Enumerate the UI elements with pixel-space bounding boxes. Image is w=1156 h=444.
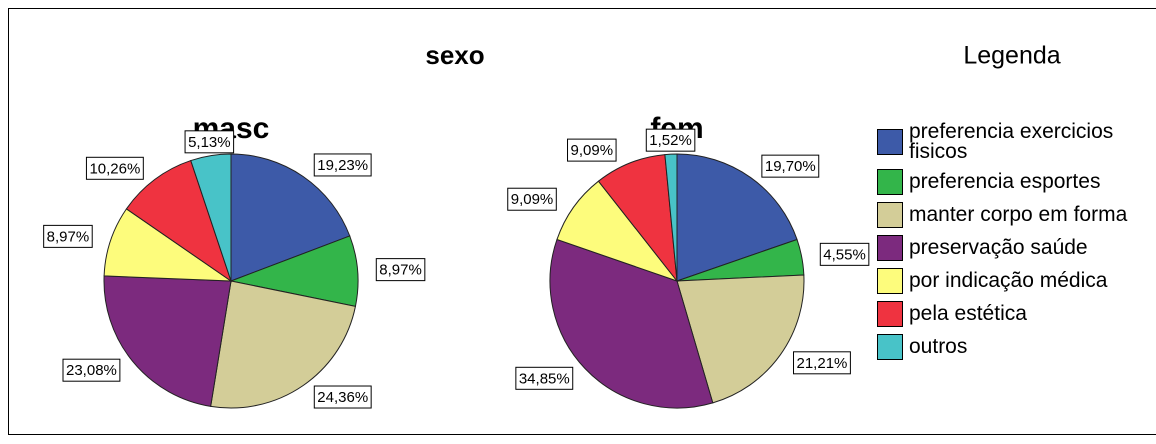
legend-label: preservação saúde <box>909 236 1088 259</box>
value-label-box <box>85 156 144 180</box>
frame <box>8 8 1156 435</box>
legend-item: por indicação médica <box>877 268 1147 294</box>
value-label-box <box>793 351 851 375</box>
chart-title: sexo <box>425 40 484 70</box>
value-label-box <box>761 154 820 178</box>
value-label-box <box>62 358 121 382</box>
value-label: 34,85% <box>519 370 570 387</box>
value-label: 9,09% <box>511 191 554 208</box>
legend-label: preferencia esportes <box>909 170 1101 193</box>
legend-item: pela estética <box>877 301 1147 327</box>
value-label-box <box>507 187 557 211</box>
legend-label: por indicação médica <box>909 269 1108 292</box>
pie-slice <box>103 275 232 407</box>
value-label: 1,52% <box>649 132 692 149</box>
value-label: 19,70% <box>765 158 816 175</box>
value-label-box <box>645 128 696 152</box>
value-label: 19,23% <box>317 157 368 174</box>
legend-swatch <box>877 202 903 228</box>
pie-slice <box>664 153 678 282</box>
legend-swatch <box>877 301 903 327</box>
legend-swatch <box>877 268 903 294</box>
value-label-box <box>567 138 617 162</box>
legend-label: manter corpo em forma <box>909 203 1128 226</box>
value-label-box <box>515 366 574 390</box>
legend-label: outros <box>909 335 968 358</box>
legend-item: outros <box>877 334 1147 360</box>
value-label: 8,97% <box>47 228 90 245</box>
legend-swatch <box>877 334 903 360</box>
legend-label: preferencia exercicios fisicos <box>909 120 1114 163</box>
legend-label: pela estética <box>909 302 1027 325</box>
legend-swatch <box>877 235 903 261</box>
pie-slice <box>230 153 351 282</box>
value-label-box <box>313 385 372 409</box>
pie-slice <box>210 280 357 409</box>
value-label-box <box>43 224 93 248</box>
value-label: 10,26% <box>89 160 140 177</box>
legend-swatch <box>877 169 903 195</box>
legend-item: preservação saúde <box>877 235 1147 261</box>
legend-item: manter corpo em forma <box>877 202 1147 228</box>
legend-swatch <box>877 129 903 155</box>
value-label-box <box>313 153 372 177</box>
value-label: 24,36% <box>317 389 368 406</box>
pie-slice <box>549 238 714 409</box>
legend: preferencia exercicios fisicos preferenci… <box>877 120 1147 360</box>
value-label: 21,21% <box>797 355 848 372</box>
value-label: 5,13% <box>188 134 231 151</box>
value-label: 4,55% <box>823 246 866 263</box>
pie-slice <box>676 153 798 282</box>
value-label-box <box>375 258 426 282</box>
value-label-box <box>184 130 235 154</box>
legend-item: preferencia exercicios fisicos <box>877 120 1147 163</box>
value-label: 23,08% <box>66 362 117 379</box>
value-label: 8,97% <box>379 262 422 279</box>
legend-item: preferencia esportes <box>877 169 1147 195</box>
value-label-box <box>819 242 870 266</box>
value-label: 9,09% <box>571 142 614 159</box>
legend-title: Legenda <box>963 42 1060 70</box>
pie-slice <box>676 274 805 404</box>
pie-slice <box>125 159 232 283</box>
pie-slice <box>190 153 232 282</box>
